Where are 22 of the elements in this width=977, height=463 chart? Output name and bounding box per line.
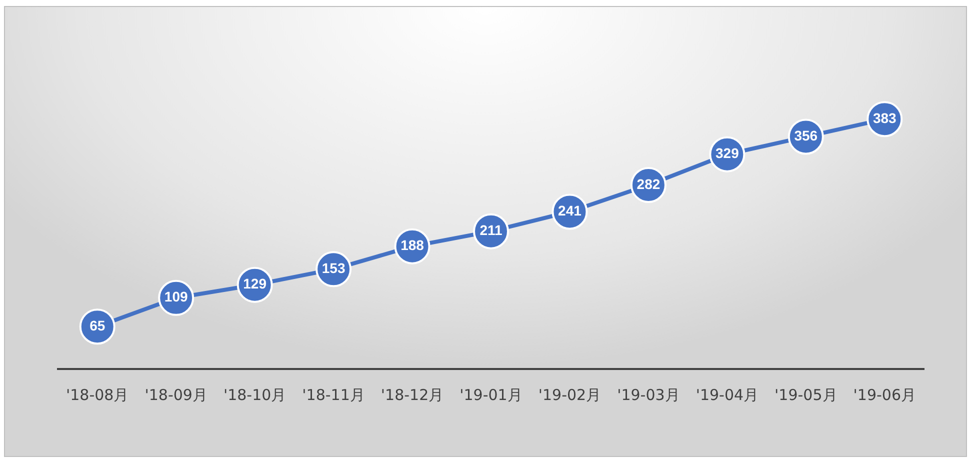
data-label: 153 bbox=[322, 260, 346, 276]
x-tick-label: '19-04月 bbox=[696, 386, 759, 404]
data-label: 211 bbox=[480, 222, 503, 238]
data-label: 241 bbox=[558, 202, 582, 219]
data-label: 356 bbox=[794, 128, 818, 144]
x-tick-label: '19-02月 bbox=[538, 386, 602, 404]
data-label: 383 bbox=[872, 110, 897, 126]
data-label: 129 bbox=[243, 276, 267, 292]
x-tick-label: '19-05月 bbox=[774, 386, 838, 404]
x-tick-label: '18-12月 bbox=[380, 386, 444, 404]
x-tick-label: '18-09月 bbox=[144, 386, 208, 404]
data-label: 282 bbox=[636, 176, 660, 192]
data-label: 188 bbox=[400, 237, 424, 254]
x-tick-label: '18-08月 bbox=[66, 386, 129, 404]
x-tick-label: '19-03月 bbox=[617, 386, 680, 404]
x-tick-label: '19-06月 bbox=[853, 386, 916, 404]
data-label: 109 bbox=[164, 288, 188, 305]
x-tick-label: '19-01月 bbox=[460, 386, 522, 404]
data-label: 329 bbox=[716, 145, 740, 162]
x-tick-label: '18-10月 bbox=[223, 386, 286, 404]
x-tick-label: '18-11月 bbox=[302, 386, 365, 404]
data-label: 65 bbox=[90, 317, 106, 334]
